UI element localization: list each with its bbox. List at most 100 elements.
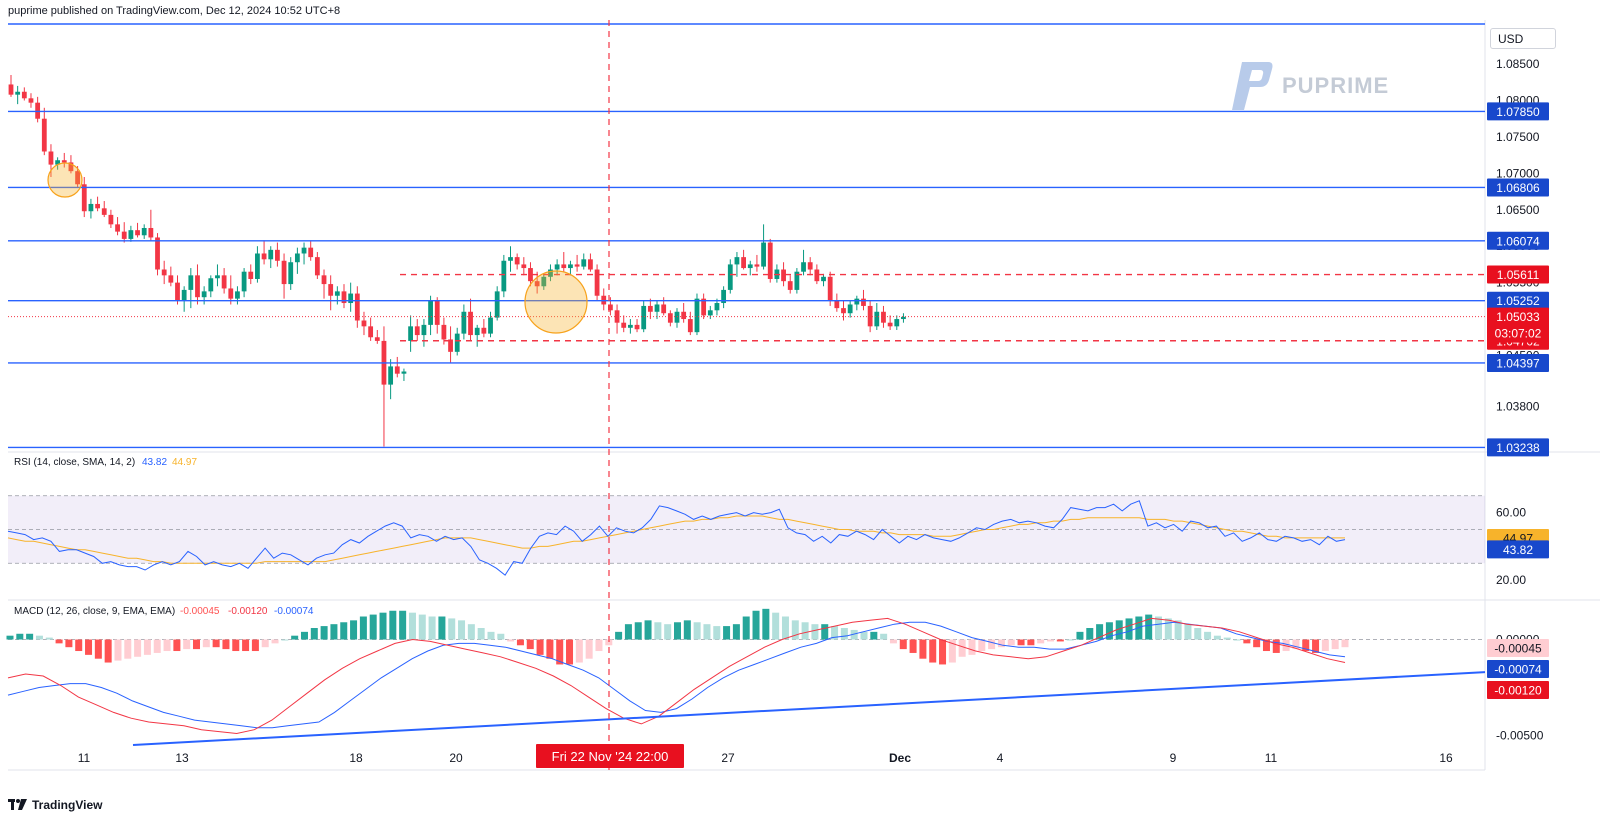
candle <box>215 275 220 279</box>
candle <box>228 288 234 299</box>
macd-histogram-bar <box>575 639 583 663</box>
rsi-tick-label: 60.00 <box>1496 506 1526 520</box>
candle <box>321 275 327 285</box>
candle <box>188 275 194 290</box>
macd-line <box>7 621 1346 729</box>
macd-histogram-bar <box>300 631 308 640</box>
candle <box>314 257 320 276</box>
macd-histogram-bar <box>85 639 93 655</box>
level-price-tag: 1.07850 <box>1496 105 1540 119</box>
candle <box>667 313 673 323</box>
macd-value-tag-bg <box>1487 681 1549 699</box>
macd-histogram-bar <box>880 633 888 640</box>
candle <box>434 300 440 325</box>
macd-histogram-bar <box>55 639 63 644</box>
candle <box>21 91 27 99</box>
macd-histogram-bar <box>693 622 701 640</box>
watermark-logo: PUPRIME <box>1228 60 1389 112</box>
rsi-line <box>7 500 1346 576</box>
macd-histogram-bar <box>281 639 289 641</box>
macd-histogram-bar <box>242 639 250 652</box>
last-price-tag-bg <box>1487 307 1549 343</box>
candle <box>341 291 347 304</box>
macd-histogram-bar <box>379 612 387 640</box>
macd-signal-line <box>7 617 1346 735</box>
macd-histogram-bar <box>526 639 534 650</box>
price-tick-label: 1.07500 <box>1496 130 1540 144</box>
candle <box>248 271 254 279</box>
candle <box>401 371 407 374</box>
macd-histogram-bar <box>723 626 731 640</box>
candle <box>141 227 147 236</box>
candle <box>588 259 593 270</box>
candle <box>441 324 447 340</box>
candle <box>574 264 580 267</box>
candle <box>168 275 174 283</box>
candle <box>448 339 453 352</box>
candle <box>847 304 853 314</box>
time-tick-label: Dec <box>889 751 911 765</box>
macd-histogram-bar <box>222 639 230 650</box>
macd-histogram-bar <box>418 614 426 640</box>
macd-histogram-bar <box>330 624 338 640</box>
candle <box>801 262 806 272</box>
macd-histogram-bar <box>340 622 348 640</box>
candle <box>727 264 733 290</box>
macd-histogram-bar <box>65 639 73 648</box>
candle <box>861 298 866 306</box>
candle <box>294 253 300 263</box>
macd-histogram-bar <box>713 626 721 640</box>
candle <box>634 324 640 330</box>
macd-histogram-bar <box>1037 639 1045 644</box>
macd-histogram-bar <box>644 620 652 640</box>
currency-selector[interactable]: USD <box>1490 28 1556 49</box>
candle <box>521 264 527 269</box>
rsi-legend-title: RSI (14, close, SMA, 14, 2) <box>14 457 135 468</box>
macd-histogram-bar <box>595 639 603 652</box>
macd-histogram-bar <box>988 639 996 650</box>
macd-histogram-bar <box>251 639 259 652</box>
candle <box>781 269 786 282</box>
macd-histogram-bar <box>978 639 986 652</box>
macd-histogram-bar <box>909 639 917 653</box>
macd-histogram-bar <box>1066 639 1074 641</box>
macd-histogram-bar <box>45 637 53 640</box>
macd-histogram-bar <box>546 639 554 659</box>
candle <box>561 264 567 269</box>
rsi-legend-value: 43.82 <box>142 457 167 468</box>
macd-histogram-bar <box>791 620 799 640</box>
candle <box>361 320 367 327</box>
candle <box>887 322 893 327</box>
macd-histogram-bar <box>212 639 220 648</box>
macd-histogram-bar <box>1076 631 1084 640</box>
candle <box>767 242 773 279</box>
macd-histogram-bar <box>114 639 122 661</box>
candle <box>674 311 680 323</box>
macd-histogram-bar <box>703 624 711 640</box>
macd-histogram-bar <box>310 628 318 640</box>
macd-histogram-bar <box>477 628 485 640</box>
candle <box>201 291 207 298</box>
candle <box>454 333 460 352</box>
macd-legend-macd: -0.00074 <box>274 606 314 617</box>
crosshair-time-tag-bg <box>536 744 684 768</box>
candle <box>148 227 154 238</box>
time-tick-label: 9 <box>1170 751 1177 765</box>
macd-histogram-bar <box>271 639 279 644</box>
candle <box>494 291 500 318</box>
macd-histogram-bar <box>811 624 819 640</box>
tradingview-logo-icon <box>8 799 27 810</box>
candle <box>647 305 653 312</box>
macd-histogram-bar <box>1007 639 1015 646</box>
macd-histogram-bar <box>26 633 34 640</box>
time-tick-label: 16 <box>1439 751 1453 765</box>
macd-histogram-bar <box>193 639 201 650</box>
candle <box>821 276 826 282</box>
price-tick-label: 1.03800 <box>1496 399 1540 413</box>
candle <box>128 230 134 239</box>
macd-histogram-bar <box>124 639 132 659</box>
candle <box>255 253 260 279</box>
macd-histogram-bar <box>261 639 269 648</box>
macd-histogram-bar <box>153 639 161 653</box>
